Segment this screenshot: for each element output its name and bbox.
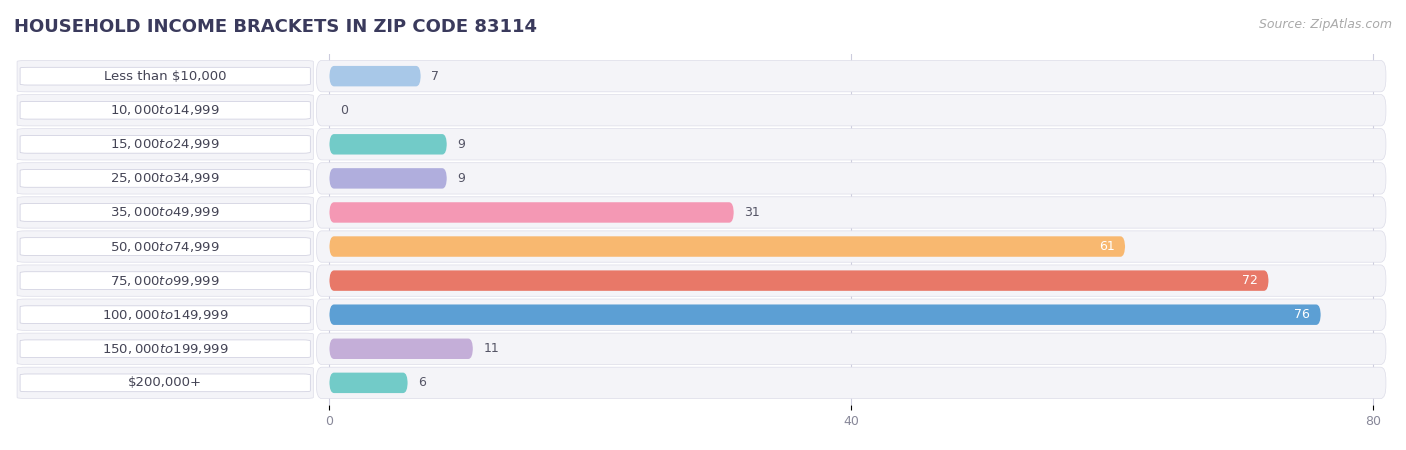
FancyBboxPatch shape bbox=[17, 265, 314, 296]
FancyBboxPatch shape bbox=[316, 197, 1386, 228]
FancyBboxPatch shape bbox=[329, 305, 1320, 325]
Text: 61: 61 bbox=[1099, 240, 1115, 253]
FancyBboxPatch shape bbox=[17, 299, 314, 330]
Text: $200,000+: $200,000+ bbox=[128, 376, 202, 389]
FancyBboxPatch shape bbox=[17, 60, 314, 92]
FancyBboxPatch shape bbox=[20, 135, 311, 153]
FancyBboxPatch shape bbox=[20, 203, 311, 221]
FancyBboxPatch shape bbox=[329, 134, 447, 154]
FancyBboxPatch shape bbox=[20, 374, 311, 392]
FancyBboxPatch shape bbox=[17, 333, 314, 364]
Text: 76: 76 bbox=[1295, 308, 1310, 321]
FancyBboxPatch shape bbox=[20, 68, 311, 85]
Text: $15,000 to $24,999: $15,000 to $24,999 bbox=[110, 137, 221, 151]
Text: 11: 11 bbox=[484, 342, 499, 355]
FancyBboxPatch shape bbox=[20, 306, 311, 324]
FancyBboxPatch shape bbox=[316, 367, 1386, 399]
Text: $100,000 to $149,999: $100,000 to $149,999 bbox=[103, 308, 228, 322]
FancyBboxPatch shape bbox=[329, 373, 408, 393]
Text: 31: 31 bbox=[744, 206, 759, 219]
FancyBboxPatch shape bbox=[329, 66, 420, 86]
Text: $75,000 to $99,999: $75,000 to $99,999 bbox=[110, 274, 221, 288]
FancyBboxPatch shape bbox=[316, 231, 1386, 262]
Text: 72: 72 bbox=[1243, 274, 1258, 287]
Text: $35,000 to $49,999: $35,000 to $49,999 bbox=[110, 206, 221, 220]
FancyBboxPatch shape bbox=[20, 170, 311, 187]
FancyBboxPatch shape bbox=[329, 338, 472, 359]
FancyBboxPatch shape bbox=[316, 163, 1386, 194]
FancyBboxPatch shape bbox=[20, 238, 311, 256]
FancyBboxPatch shape bbox=[329, 168, 447, 189]
Text: HOUSEHOLD INCOME BRACKETS IN ZIP CODE 83114: HOUSEHOLD INCOME BRACKETS IN ZIP CODE 83… bbox=[14, 18, 537, 36]
Text: $25,000 to $34,999: $25,000 to $34,999 bbox=[110, 171, 221, 185]
Text: $10,000 to $14,999: $10,000 to $14,999 bbox=[110, 103, 221, 117]
FancyBboxPatch shape bbox=[316, 265, 1386, 296]
FancyBboxPatch shape bbox=[316, 333, 1386, 364]
Text: 7: 7 bbox=[432, 70, 439, 83]
FancyBboxPatch shape bbox=[17, 197, 314, 228]
FancyBboxPatch shape bbox=[329, 202, 734, 223]
FancyBboxPatch shape bbox=[17, 163, 314, 194]
Text: 9: 9 bbox=[457, 138, 465, 151]
FancyBboxPatch shape bbox=[20, 340, 311, 358]
FancyBboxPatch shape bbox=[316, 129, 1386, 160]
Text: $50,000 to $74,999: $50,000 to $74,999 bbox=[110, 239, 221, 253]
FancyBboxPatch shape bbox=[329, 270, 1268, 291]
FancyBboxPatch shape bbox=[17, 94, 314, 126]
FancyBboxPatch shape bbox=[20, 272, 311, 289]
Text: 6: 6 bbox=[418, 376, 426, 389]
FancyBboxPatch shape bbox=[316, 60, 1386, 92]
FancyBboxPatch shape bbox=[17, 129, 314, 160]
FancyBboxPatch shape bbox=[17, 367, 314, 399]
FancyBboxPatch shape bbox=[17, 231, 314, 262]
FancyBboxPatch shape bbox=[329, 236, 1125, 257]
Text: 9: 9 bbox=[457, 172, 465, 185]
Text: 0: 0 bbox=[340, 104, 347, 117]
FancyBboxPatch shape bbox=[316, 94, 1386, 126]
Text: $150,000 to $199,999: $150,000 to $199,999 bbox=[103, 342, 228, 356]
Text: Source: ZipAtlas.com: Source: ZipAtlas.com bbox=[1258, 18, 1392, 31]
FancyBboxPatch shape bbox=[20, 101, 311, 119]
FancyBboxPatch shape bbox=[316, 299, 1386, 330]
Text: Less than $10,000: Less than $10,000 bbox=[104, 70, 226, 83]
